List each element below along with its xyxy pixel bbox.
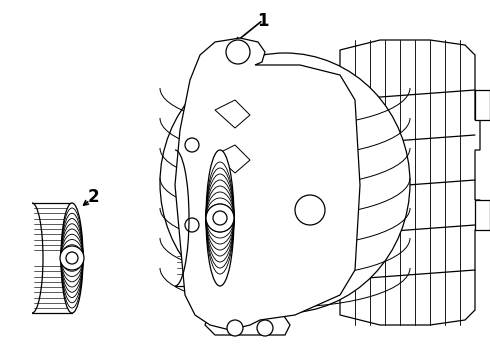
Polygon shape (215, 100, 250, 128)
Circle shape (227, 320, 243, 336)
Circle shape (206, 204, 234, 232)
Polygon shape (475, 200, 490, 230)
Circle shape (185, 138, 199, 152)
Text: 1: 1 (257, 12, 269, 30)
Polygon shape (205, 310, 290, 335)
Circle shape (185, 218, 199, 232)
Text: 2: 2 (87, 188, 99, 206)
Circle shape (66, 252, 78, 264)
Polygon shape (475, 90, 490, 120)
Circle shape (60, 246, 84, 270)
Circle shape (226, 40, 250, 64)
Circle shape (257, 320, 273, 336)
Ellipse shape (61, 203, 83, 313)
Circle shape (213, 211, 227, 225)
Polygon shape (215, 145, 250, 173)
Circle shape (295, 195, 325, 225)
Polygon shape (340, 40, 480, 325)
Ellipse shape (160, 53, 410, 313)
Polygon shape (175, 38, 360, 330)
Ellipse shape (206, 150, 234, 286)
